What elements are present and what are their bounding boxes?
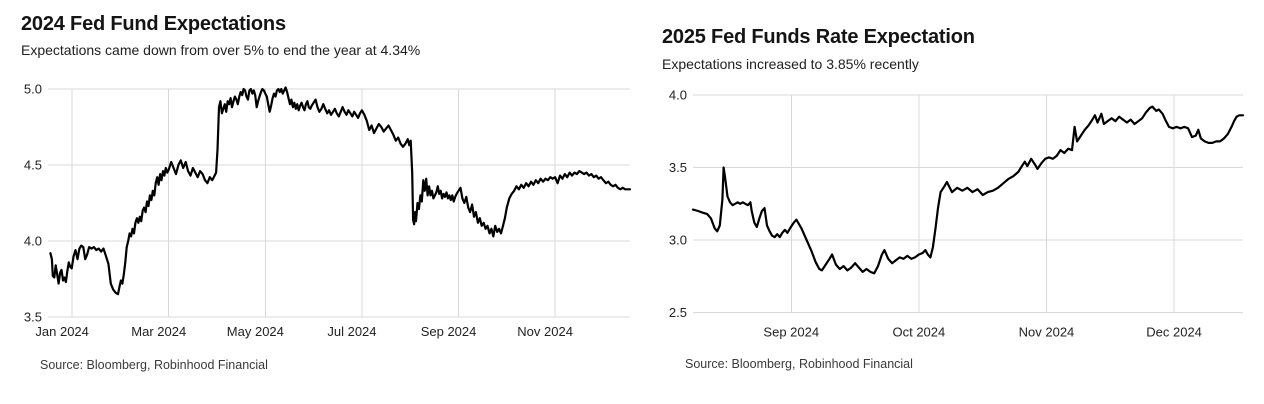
x-tick-label: Jul 2024 xyxy=(327,324,376,339)
y-tick-label: 3.5 xyxy=(669,160,687,175)
source-note-2024: Source: Bloomberg, Robinhood Financial xyxy=(40,358,268,372)
chart-subtitle-2025: Expectations increased to 3.85% recently xyxy=(662,56,919,72)
x-tick-label: Jan 2024 xyxy=(35,324,89,339)
y-tick-label: 3.5 xyxy=(24,310,42,325)
source-note-2025: Source: Bloomberg, Robinhood Financial xyxy=(685,357,913,371)
series-line xyxy=(691,105,1245,275)
chart-title-2024: 2024 Fed Fund Expectations xyxy=(21,13,286,35)
x-tick-label: Nov 2024 xyxy=(517,324,573,339)
x-tick-label: Mar 2024 xyxy=(131,324,186,339)
line-chart-2025: 4.0 3.5 3.0 2.5 Sep 2024 Oct 2024 Nov 2024 Dec … xyxy=(669,88,1245,340)
x-tick-label: May 2024 xyxy=(227,324,284,339)
y-tick-label: 5.0 xyxy=(24,82,42,97)
y-tick-label: 3.0 xyxy=(669,233,687,248)
y-tick-label: 4.0 xyxy=(669,88,687,103)
y-tick-label: 4.0 xyxy=(24,234,42,249)
chart-panel-2025: 2025 Fed Funds Rate Expectation Expectat… xyxy=(632,0,1264,404)
chart-title-2025: 2025 Fed Funds Rate Expectation xyxy=(662,26,975,48)
x-tick-label: Sep 2024 xyxy=(763,325,819,340)
y-tick-label: 2.5 xyxy=(669,305,687,320)
x-tick-label: Oct 2024 xyxy=(892,325,945,340)
series-line xyxy=(49,86,632,296)
chart-subtitle-2024: Expectations came down from over 5% to e… xyxy=(21,42,421,58)
chart-panel-2024: 2024 Fed Fund Expectations Expectations … xyxy=(21,13,632,372)
y-tick-label: 4.5 xyxy=(24,158,42,173)
x-tick-label: Sep 2024 xyxy=(421,324,477,339)
x-tick-label: Dec 2024 xyxy=(1146,325,1202,340)
x-tick-label: Nov 2024 xyxy=(1019,325,1075,340)
